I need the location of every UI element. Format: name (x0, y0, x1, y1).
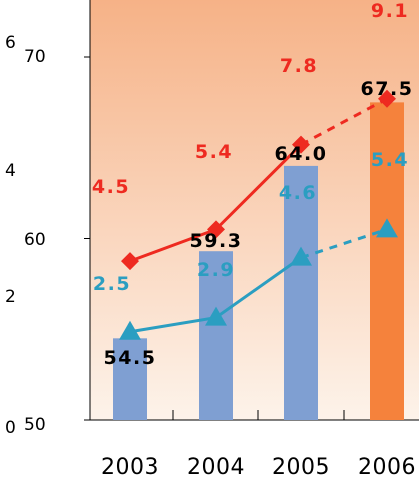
series-value-label: 2.5 (93, 273, 131, 295)
bar-value-label: 59.3 (190, 230, 243, 252)
series-line-dashed (300, 227, 388, 260)
series-point-diamond (121, 252, 139, 271)
series-point-diamond (207, 220, 225, 239)
series-point-triangle (376, 218, 398, 238)
y-tick-label-left: 60 (24, 230, 46, 250)
bar (370, 102, 404, 420)
x-tick-label: 2006 (358, 455, 416, 480)
y-tick-label-secondary: 0 (5, 418, 16, 438)
bar-value-label: 67.5 (361, 78, 414, 100)
series-point-diamond (292, 135, 310, 154)
series-point-triangle (205, 306, 227, 326)
x-tick-label: 2004 (187, 455, 245, 480)
series-point-diamond (378, 89, 396, 108)
series-value-label: 7.8 (280, 55, 318, 77)
y-tick-label-secondary: 4 (5, 161, 16, 181)
x-tick-label: 2005 (272, 455, 330, 480)
series-point-triangle (290, 246, 312, 266)
series-value-label: 2.9 (197, 259, 235, 281)
bar (284, 165, 318, 420)
series-line-dashed (300, 97, 388, 146)
y-tick-label-secondary: 6 (5, 33, 16, 53)
series-value-label: 5.4 (371, 149, 409, 171)
bar-value-label: 64.0 (275, 143, 328, 165)
series-value-label: 9.1 (371, 0, 409, 22)
bar (113, 338, 147, 420)
series-value-label: 4.5 (92, 176, 130, 198)
x-tick-label: 2003 (101, 455, 159, 480)
y-tick-label-left: 70 (24, 47, 46, 67)
bar (199, 251, 233, 420)
series-point-triangle (119, 320, 141, 340)
y-tick-label-secondary: 2 (5, 287, 16, 307)
series-value-label: 5.4 (195, 141, 233, 163)
bar-value-label: 54.5 (104, 347, 157, 369)
y-tick-label-left: 50 (24, 415, 46, 435)
series-value-label: 4.6 (279, 182, 317, 204)
